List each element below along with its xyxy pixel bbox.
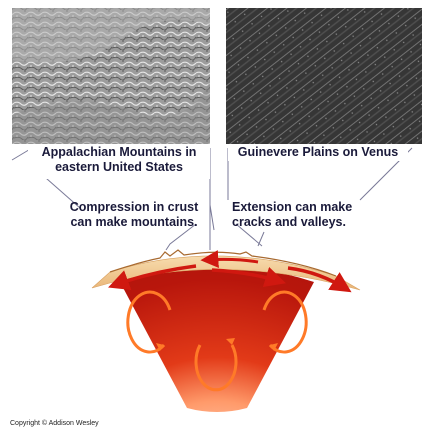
compression-label: Compression in crust can make mountains.	[58, 200, 210, 230]
crust-motion-arrow-top	[200, 250, 259, 269]
appalachian-caption-line1: Appalachian Mountains in	[41, 145, 197, 159]
extension-label: Extension can make cracks and valleys.	[226, 200, 372, 230]
crust-motion-arrow-right	[287, 266, 352, 293]
venus-photo	[226, 8, 422, 144]
appalachian-caption-line2: eastern United States	[55, 160, 183, 174]
extension-label-line2: cracks and valleys.	[232, 215, 346, 229]
venus-caption-line: Guinevere Plains on Venus	[237, 145, 399, 159]
venus-caption: Guinevere Plains on Venus	[228, 145, 408, 161]
convection-loop-arrow-right	[262, 290, 308, 354]
extension-label-line1: Extension can make	[232, 200, 353, 214]
convection-loop-arrow-mid	[194, 338, 238, 392]
appalachian-caption: Appalachian Mountains in eastern United …	[28, 145, 210, 179]
copyright-notice: Copyright © Addison Wesley	[10, 420, 99, 427]
compression-label-line1: Compression in crust	[69, 200, 199, 214]
mantle-wedge	[120, 266, 314, 412]
compression-label-line2: can make mountains.	[70, 215, 198, 229]
crust-motion-arrow-left	[108, 264, 197, 291]
convection-loop-arrow-left	[126, 290, 172, 354]
crust-motion-arrow-mid	[211, 266, 287, 288]
